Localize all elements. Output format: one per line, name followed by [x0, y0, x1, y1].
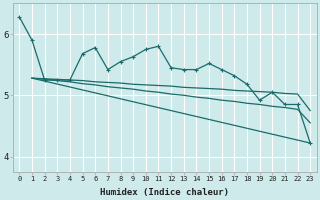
X-axis label: Humidex (Indice chaleur): Humidex (Indice chaleur) [100, 188, 229, 197]
